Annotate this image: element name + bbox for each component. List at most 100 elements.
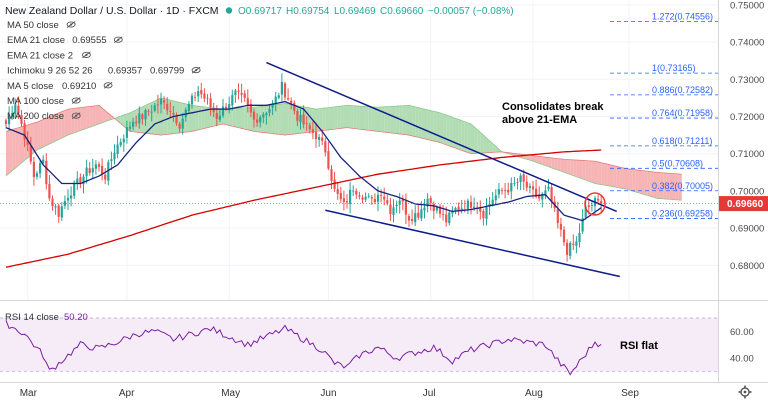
candle[interactable] [308,122,311,134]
candle[interactable] [324,137,327,157]
trendline[interactable] [325,209,620,278]
candle[interactable] [466,198,469,215]
candle[interactable] [110,151,113,171]
candle[interactable] [407,213,411,228]
price-axis[interactable]: 0.75000 0.74000 0.73000 0.72000 0.71000 0.700… [719,0,768,365]
candle[interactable] [364,192,367,203]
candle[interactable] [544,185,547,200]
candle[interactable] [327,141,330,171]
candle[interactable] [252,108,256,128]
candle[interactable] [299,109,302,130]
candle[interactable] [352,185,355,197]
candle[interactable] [39,159,42,179]
candle[interactable] [163,96,166,110]
candle[interactable] [82,173,85,194]
candle[interactable] [562,226,566,246]
candle[interactable] [159,92,163,114]
candle[interactable] [504,182,507,199]
candle[interactable] [389,197,392,221]
candle[interactable] [271,99,274,115]
candle[interactable] [383,187,386,206]
candle[interactable] [243,90,246,102]
price-pane[interactable] [0,0,718,300]
candle[interactable] [569,241,572,260]
candle[interactable] [70,186,73,207]
candle[interactable] [336,181,339,200]
candle[interactable] [457,202,460,216]
candle[interactable] [342,190,345,211]
candle[interactable] [178,121,181,133]
candle[interactable] [411,209,414,225]
candle[interactable] [8,106,11,132]
candle[interactable] [104,168,107,185]
candle[interactable] [51,195,54,211]
visibility-eye-icon[interactable] [113,36,123,44]
candle[interactable] [42,155,45,165]
candle[interactable] [547,178,550,192]
candle[interactable] [94,160,97,175]
candle[interactable] [497,183,500,199]
candle[interactable] [228,96,231,114]
candle[interactable] [274,91,277,112]
candle[interactable] [556,201,559,229]
settings-gear-icon[interactable] [738,385,752,399]
indicator-legend-row[interactable]: MA 50 close [7,20,76,31]
candle[interactable] [237,83,240,100]
candle[interactable] [190,93,194,109]
candle[interactable] [76,171,79,191]
candle[interactable] [559,217,562,237]
candle[interactable] [231,89,234,111]
candle[interactable] [107,159,110,186]
candle[interactable] [128,121,132,132]
candle[interactable] [597,194,600,204]
candle[interactable] [17,96,20,120]
symbol-title[interactable]: New Zealand Dollar / U.S. Dollar · 1D · … [5,5,219,17]
candle[interactable] [491,191,494,207]
candle[interactable] [590,200,593,212]
candle[interactable] [116,135,119,159]
candle[interactable] [355,188,358,199]
candle[interactable] [469,195,473,215]
candle[interactable] [283,81,287,101]
visibility-eye-icon[interactable] [71,97,81,104]
candle[interactable] [277,92,280,100]
candle[interactable] [23,120,26,148]
visibility-eye-icon[interactable] [81,51,91,59]
candle[interactable] [181,112,184,135]
candle[interactable] [426,193,429,213]
candle[interactable] [438,204,442,218]
candle[interactable] [572,234,575,251]
candle[interactable] [367,193,370,199]
candle[interactable] [259,114,262,128]
candle[interactable] [414,205,417,227]
candle[interactable] [485,198,488,226]
visibility-eye-icon[interactable] [71,112,81,120]
candle[interactable] [507,182,510,195]
candle[interactable] [358,191,361,200]
candle[interactable] [200,82,203,99]
candle[interactable] [54,203,57,215]
candle[interactable] [48,175,51,201]
candle[interactable] [45,153,48,190]
visibility-eye-icon[interactable] [103,81,113,89]
candle[interactable] [132,117,135,131]
candle[interactable] [169,101,172,119]
rsi-line[interactable] [5,320,602,376]
candle[interactable] [97,161,101,172]
candle[interactable] [361,194,364,204]
candle[interactable] [35,171,39,180]
candle[interactable] [125,120,128,144]
trendline[interactable] [266,61,617,213]
candle[interactable] [442,205,445,221]
candle[interactable] [349,182,352,214]
candle[interactable] [417,203,420,220]
candle[interactable] [330,165,333,190]
ichimoku-span-b[interactable] [5,104,682,175]
candle[interactable] [287,88,290,101]
rsi-pane[interactable] [0,317,718,376]
candle[interactable] [339,186,342,204]
candle[interactable] [265,111,268,125]
candle[interactable] [122,134,125,152]
candle[interactable] [575,236,578,254]
candle[interactable] [268,105,271,117]
